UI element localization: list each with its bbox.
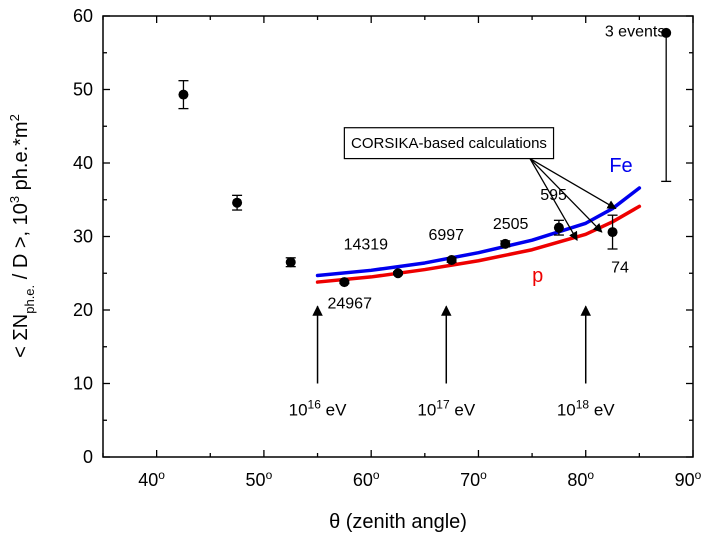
y-tick-label: 40 (73, 153, 93, 173)
y-axis-title-part: 2 (7, 114, 22, 121)
energy-label: 1018 eV (557, 398, 615, 420)
data-point (661, 27, 672, 38)
annotation-box (343, 127, 555, 160)
x-tick-label: 50o (246, 468, 273, 490)
data-point (393, 268, 403, 279)
event-count-label: 14319 (344, 237, 389, 254)
data-point (339, 277, 350, 288)
energy-label: 1017 eV (417, 398, 475, 420)
annotations: CORSIKA-based calculations 1016 eV 1017 eV… (289, 24, 666, 420)
series-p-line (315, 204, 642, 284)
x-tick-label: 90o (675, 468, 702, 490)
data-point (553, 222, 564, 233)
event-count-label: 2505 (493, 216, 529, 233)
event-count-label: 3 events (605, 24, 665, 41)
plot-area (102, 15, 694, 458)
y-axis-title-part: < ΣN (10, 314, 32, 358)
event-count-label: 24967 (327, 296, 372, 313)
x-tick-label: 80o (567, 468, 594, 490)
event-count-label: 6997 (428, 227, 464, 244)
data-point (607, 227, 618, 238)
y-tick-label: 30 (73, 227, 93, 247)
data-point (500, 238, 511, 249)
y-axis-title-part: / D >, 10 (10, 203, 32, 285)
series-label: Fe (609, 155, 632, 177)
data-point (178, 89, 189, 100)
data-point (446, 255, 457, 266)
x-tick-label: 40o (138, 468, 165, 490)
x-tick-label: 60o (353, 468, 380, 490)
y-tick-label: 10 (73, 374, 93, 394)
y-tick-label: 50 (73, 80, 93, 100)
event-count-label: 595 (540, 187, 567, 204)
data-points (178, 27, 672, 288)
y-tick-label: 60 (73, 6, 93, 26)
annotation-text: CORSIKA-based calculations (351, 135, 547, 152)
series-label: p (532, 265, 543, 287)
data-point (232, 197, 243, 208)
y-axis-title-part: 3 (7, 196, 22, 203)
energy-label: 1016 eV (289, 398, 347, 420)
axes: 40o 50o 60o 70o 80o 90o 0 10 20 30 40 50 60 (73, 6, 702, 490)
event-count-label: 74 (611, 260, 629, 277)
annotation-arrow (529, 158, 617, 210)
y-tick-label: 20 (73, 300, 93, 320)
y-axis-title-part: ph.e.*m (10, 121, 32, 195)
x-tick-label: 70o (460, 468, 487, 490)
y-axis-title: < ΣNph.e. / D >, 103 ph.e.*m2 (7, 114, 37, 358)
annotation-arrow (529, 158, 578, 241)
y-axis-title-part: ph.e. (22, 285, 37, 314)
data-point (285, 257, 296, 268)
y-tick-label: 0 (83, 447, 93, 467)
x-axis-title: θ (zenith angle) (329, 511, 467, 533)
annotation-arrow (529, 158, 603, 233)
